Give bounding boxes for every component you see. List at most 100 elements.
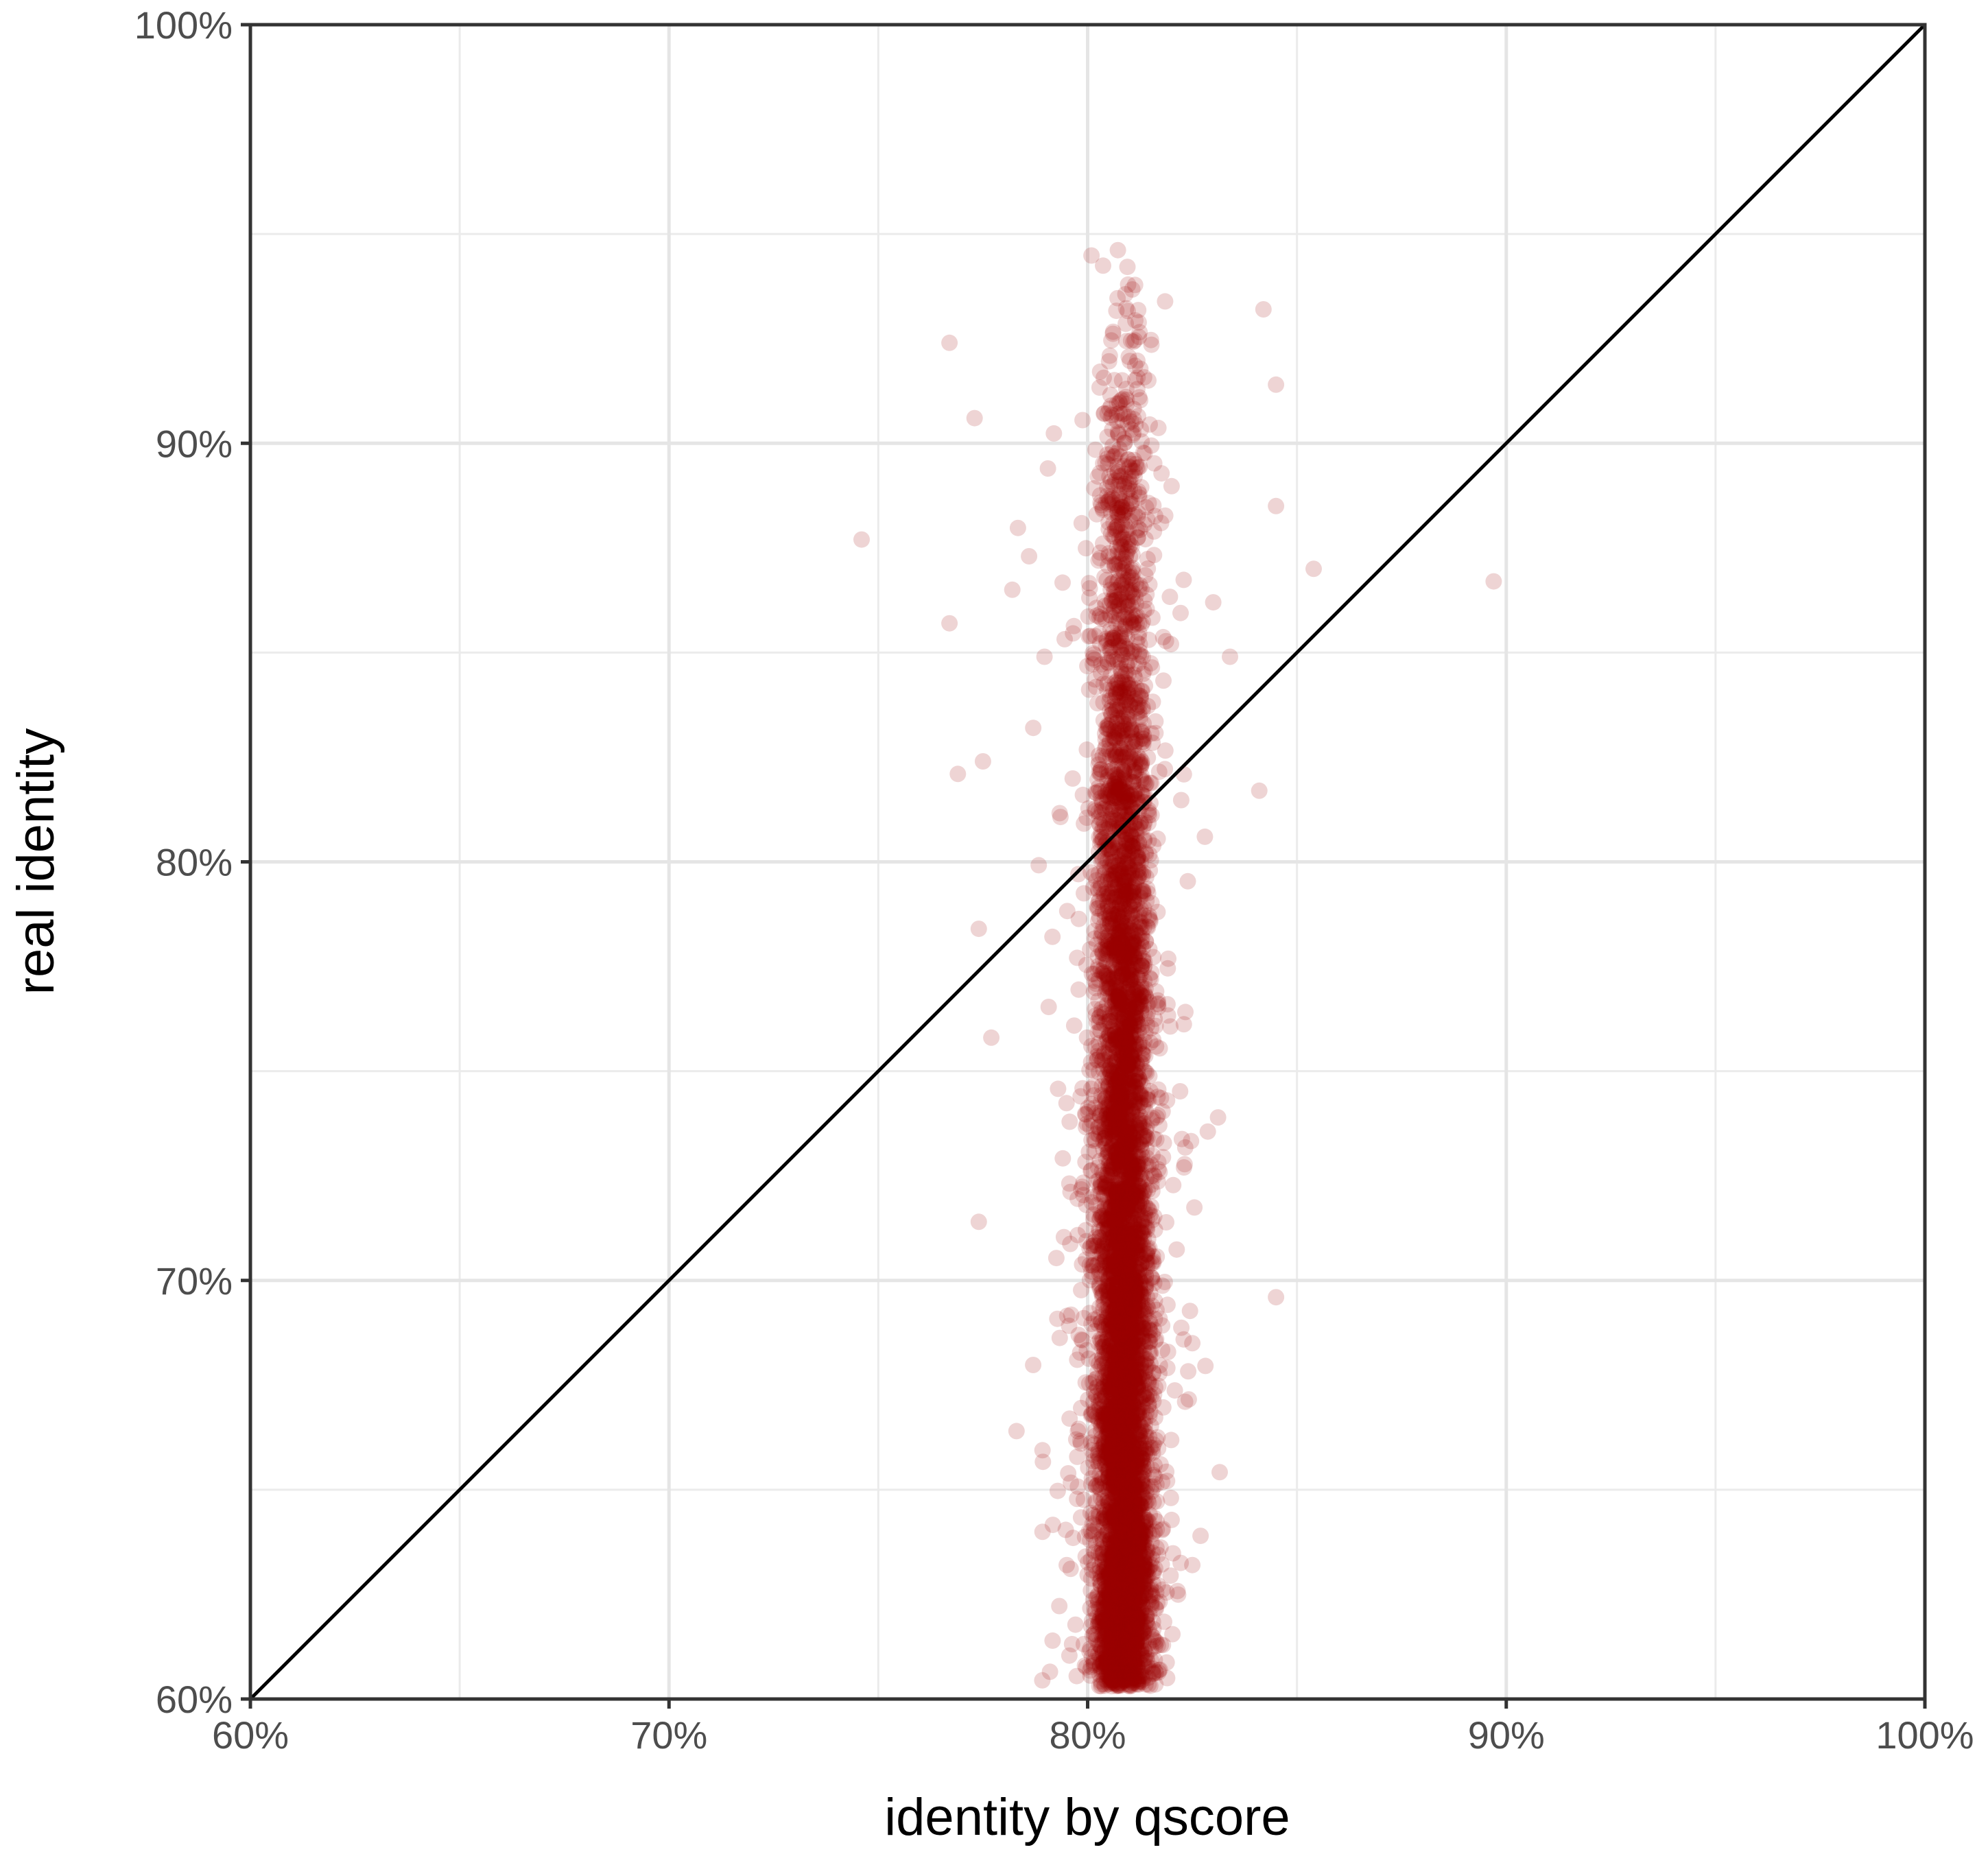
data-point xyxy=(1058,903,1076,920)
data-point xyxy=(1115,1387,1131,1404)
data-point xyxy=(1132,1313,1149,1330)
data-point xyxy=(1131,1261,1148,1279)
data-point xyxy=(1117,1539,1134,1556)
data-point xyxy=(1163,477,1180,495)
data-point xyxy=(1124,1010,1141,1027)
data-point xyxy=(1114,1392,1131,1410)
data-point xyxy=(1095,1405,1112,1422)
data-point xyxy=(1113,1316,1129,1333)
data-point xyxy=(1116,1123,1133,1140)
data-point xyxy=(1128,1611,1146,1628)
data-point xyxy=(1094,1438,1111,1456)
data-point xyxy=(1133,1222,1149,1239)
data-point xyxy=(1104,639,1121,656)
data-point xyxy=(1116,559,1133,576)
data-point xyxy=(1135,1320,1152,1338)
data-point xyxy=(1113,958,1130,975)
data-point xyxy=(1113,784,1131,800)
data-point xyxy=(1123,1667,1140,1684)
data-point xyxy=(1159,960,1176,977)
data-point xyxy=(1125,1287,1142,1305)
data-point xyxy=(1122,1406,1139,1423)
data-point xyxy=(1125,1630,1142,1647)
data-point xyxy=(1108,894,1125,911)
data-point xyxy=(1069,1226,1087,1244)
data-point xyxy=(1102,1532,1120,1548)
data-point xyxy=(1084,1257,1101,1274)
data-point xyxy=(1129,1458,1146,1475)
data-point xyxy=(1105,1279,1122,1296)
data-point xyxy=(1102,1234,1119,1251)
data-point xyxy=(1110,1168,1127,1185)
data-point xyxy=(1140,1593,1157,1610)
data-point xyxy=(1124,887,1141,904)
data-point xyxy=(1103,1035,1120,1052)
data-point xyxy=(1092,1573,1109,1590)
data-point xyxy=(1133,1626,1150,1642)
data-point xyxy=(1109,1469,1126,1486)
data-point xyxy=(1145,1620,1162,1637)
data-point xyxy=(1093,1652,1109,1670)
data-point xyxy=(1129,1060,1146,1078)
data-point xyxy=(1102,1159,1119,1176)
data-point xyxy=(1135,1632,1152,1649)
data-point xyxy=(1117,1160,1135,1177)
data-point xyxy=(1086,1557,1103,1574)
data-point xyxy=(1121,1449,1138,1466)
data-point xyxy=(1175,765,1192,783)
data-point xyxy=(1108,915,1125,932)
data-point xyxy=(1041,1663,1058,1680)
data-point xyxy=(1114,1522,1131,1539)
data-point xyxy=(1128,968,1146,985)
data-point xyxy=(1131,1316,1148,1333)
data-point xyxy=(1100,1279,1117,1296)
data-point xyxy=(1090,783,1107,800)
data-point xyxy=(1109,775,1126,792)
data-point xyxy=(1116,1534,1133,1552)
data-point xyxy=(1124,1634,1141,1651)
data-point xyxy=(1050,1080,1067,1097)
data-point xyxy=(1106,822,1123,840)
data-point xyxy=(1109,1477,1126,1494)
data-point xyxy=(1099,720,1115,737)
data-point xyxy=(1109,1555,1126,1572)
data-point xyxy=(1128,1612,1146,1629)
data-point xyxy=(1114,1033,1131,1050)
data-point xyxy=(1118,1053,1135,1070)
data-point xyxy=(1103,1071,1120,1088)
data-point xyxy=(1122,1543,1139,1560)
data-point xyxy=(1125,1055,1142,1072)
data-point xyxy=(1137,1423,1154,1440)
data-point xyxy=(1025,1357,1042,1373)
data-point xyxy=(1117,1354,1135,1371)
data-point xyxy=(1126,1240,1144,1257)
data-point xyxy=(1117,1275,1134,1292)
data-point xyxy=(1118,885,1135,902)
data-point xyxy=(1118,1448,1135,1465)
data-point xyxy=(1112,1649,1129,1666)
data-point xyxy=(1113,761,1131,778)
data-point xyxy=(1119,1661,1136,1678)
data-point xyxy=(1113,1142,1131,1159)
data-point xyxy=(1115,1079,1132,1096)
data-point xyxy=(1120,711,1137,728)
data-point xyxy=(1116,1396,1133,1413)
data-point xyxy=(1108,766,1125,783)
data-point xyxy=(1122,1382,1139,1399)
data-point xyxy=(1129,369,1146,386)
data-point xyxy=(1104,1233,1122,1250)
data-point xyxy=(1116,1405,1133,1422)
data-point xyxy=(1126,1594,1144,1611)
data-point xyxy=(1115,1244,1132,1261)
data-point xyxy=(1091,363,1109,380)
data-point xyxy=(1126,785,1143,802)
data-point xyxy=(1135,907,1152,924)
data-point xyxy=(1098,1057,1115,1074)
data-point xyxy=(1119,259,1136,276)
data-point xyxy=(1135,1578,1152,1595)
data-point xyxy=(1100,1444,1117,1461)
data-point xyxy=(1096,859,1113,876)
data-point xyxy=(1121,584,1138,601)
data-point xyxy=(1100,1469,1117,1486)
